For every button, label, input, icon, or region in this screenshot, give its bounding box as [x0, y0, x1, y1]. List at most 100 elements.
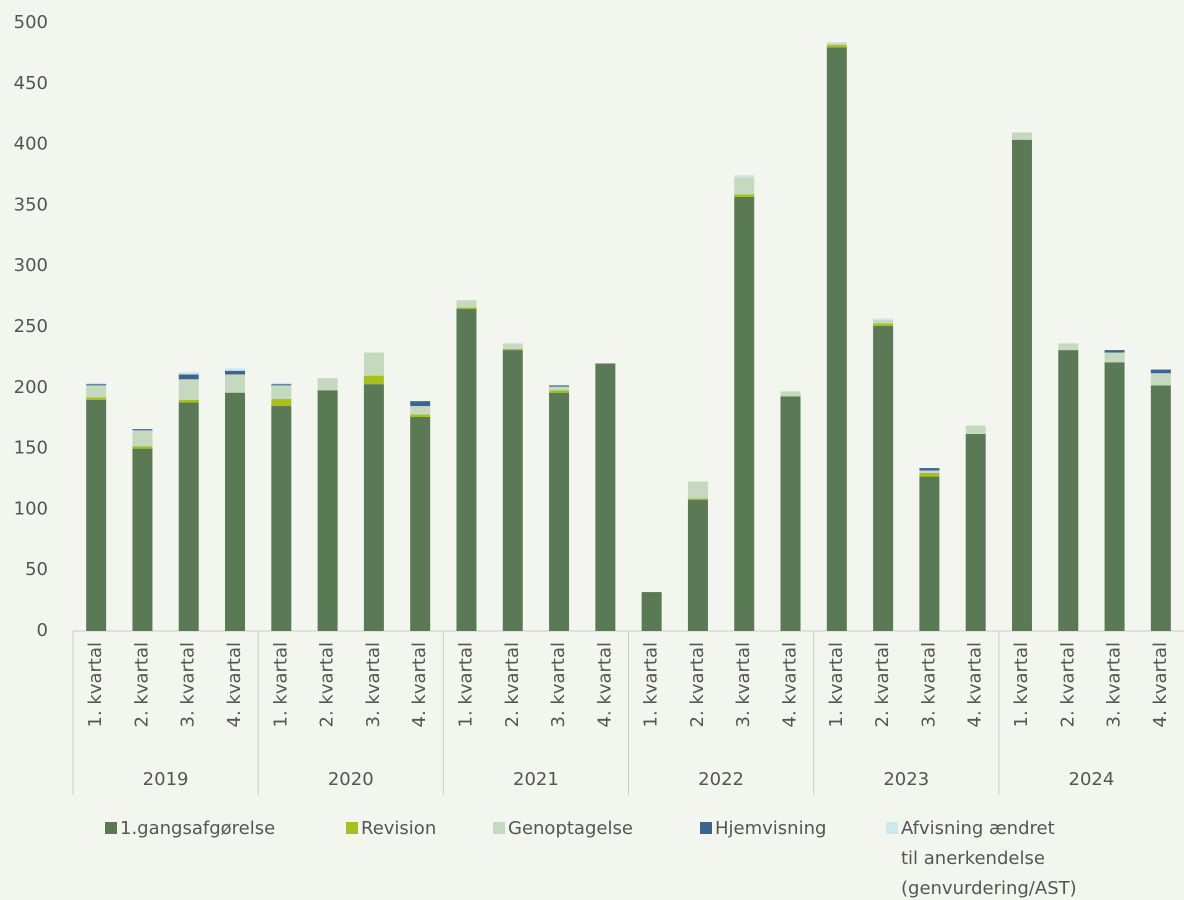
bar-segment — [1104, 350, 1125, 353]
bar-segment — [271, 406, 292, 631]
bar-segment — [873, 319, 894, 324]
bar-segment — [271, 398, 292, 407]
bar-segment — [873, 325, 894, 631]
bar-segment — [1150, 385, 1171, 631]
bar-segment — [363, 375, 384, 385]
bar-segment — [595, 363, 616, 631]
bar-segment — [1104, 362, 1125, 631]
bar-segment — [549, 390, 570, 393]
bar-segment — [687, 498, 708, 500]
bar-segment — [86, 384, 107, 386]
x-tick-label: 4. kvartal — [594, 642, 615, 728]
bar-segment — [734, 196, 755, 631]
y-tick-label: 500 — [14, 12, 48, 33]
x-tick-label: 1. kvartal — [270, 642, 291, 728]
bar-segment — [317, 378, 338, 391]
bar-segment — [919, 472, 940, 477]
bar-segment — [919, 470, 940, 473]
bar-segment — [687, 499, 708, 631]
x-tick-label: 4. kvartal — [965, 642, 986, 728]
x-tick-label: 3. kvartal — [918, 642, 939, 728]
bar-segment — [549, 386, 570, 391]
y-tick-label: 150 — [14, 438, 48, 459]
group-label: 2019 — [143, 769, 189, 790]
bar-segment — [734, 175, 755, 178]
y-tick-label: 400 — [14, 134, 48, 155]
bar-segment — [178, 371, 199, 375]
bar-segment — [502, 348, 523, 351]
legend-label: Hjemvisning — [715, 818, 826, 839]
legend-label: Genoptagelse — [508, 818, 633, 839]
legend-swatch — [886, 822, 898, 834]
x-tick-label: 1. kvartal — [1011, 642, 1032, 728]
bar-segment — [410, 401, 431, 407]
y-tick-label: 350 — [14, 194, 48, 215]
group-label: 2024 — [1069, 769, 1115, 790]
bar-segment — [271, 385, 292, 399]
bar-segment — [965, 425, 986, 435]
x-tick-label: 3. kvartal — [363, 642, 384, 728]
x-tick-label: 1. kvartal — [455, 642, 476, 728]
bar-segment — [549, 392, 570, 631]
y-tick-label: 250 — [14, 316, 48, 337]
x-tick-label: 2. kvartal — [502, 642, 523, 728]
bar-segment — [549, 385, 570, 387]
group-label: 2022 — [698, 769, 744, 790]
bar-segment — [826, 47, 847, 631]
bar-segment — [826, 42, 847, 45]
group-label: 2020 — [328, 769, 374, 790]
legend-label: 1.gangsafgørelse — [120, 818, 275, 839]
bar-segment — [919, 468, 940, 471]
bar-segment — [873, 318, 894, 320]
x-tick-label: 3. kvartal — [548, 642, 569, 728]
x-tick-label: 4. kvartal — [780, 642, 801, 728]
legend-swatch — [346, 822, 358, 834]
bar-segment — [687, 481, 708, 499]
bar-segment — [456, 300, 477, 308]
y-tick-label: 50 — [25, 559, 48, 580]
bar-segment — [502, 344, 523, 349]
bar-segment — [1011, 139, 1032, 631]
x-tick-label: 3. kvartal — [1104, 642, 1125, 728]
bar-segment — [363, 384, 384, 631]
bar-segment — [1058, 344, 1079, 351]
bar-segment — [132, 429, 153, 431]
bar-segment — [178, 374, 199, 380]
x-tick-label: 2. kvartal — [1057, 642, 1078, 728]
bar-segment — [502, 350, 523, 631]
y-tick-label: 450 — [14, 73, 48, 94]
bar-segment — [178, 379, 199, 400]
bar-segment — [271, 384, 292, 386]
y-tick-label: 300 — [14, 255, 48, 276]
bar-segment — [780, 391, 801, 397]
bar-segment — [919, 476, 940, 631]
x-tick-label: 1. kvartal — [826, 642, 847, 728]
y-tick-label: 200 — [14, 377, 48, 398]
x-tick-label: 1. kvartal — [641, 642, 662, 728]
bar-segment — [410, 416, 431, 631]
group-label: 2021 — [513, 769, 559, 790]
bar-segment — [132, 448, 153, 631]
bar-segment — [86, 382, 107, 385]
bar-segment — [1011, 132, 1032, 140]
bar-segment — [271, 382, 292, 385]
bar-segment — [410, 414, 431, 417]
x-tick-label: 3. kvartal — [178, 642, 199, 728]
bar-segment — [132, 430, 153, 447]
bar-segment — [317, 390, 338, 631]
bar-segment — [178, 402, 199, 631]
bar-segment — [780, 396, 801, 631]
bar-segment — [225, 368, 246, 371]
bar-segment — [456, 308, 477, 631]
bar-segment — [502, 342, 523, 345]
bar-segment — [86, 397, 107, 400]
bar-segment — [86, 385, 107, 398]
bar-segment — [225, 392, 246, 631]
y-tick-label: 0 — [37, 620, 48, 641]
y-tick-label: 100 — [14, 498, 48, 519]
x-tick-label: 4. kvartal — [409, 642, 430, 728]
bar-segment — [1058, 342, 1079, 345]
bar-segment — [225, 374, 246, 393]
x-tick-label: 4. kvartal — [1150, 642, 1171, 728]
legend-swatch — [700, 822, 712, 834]
